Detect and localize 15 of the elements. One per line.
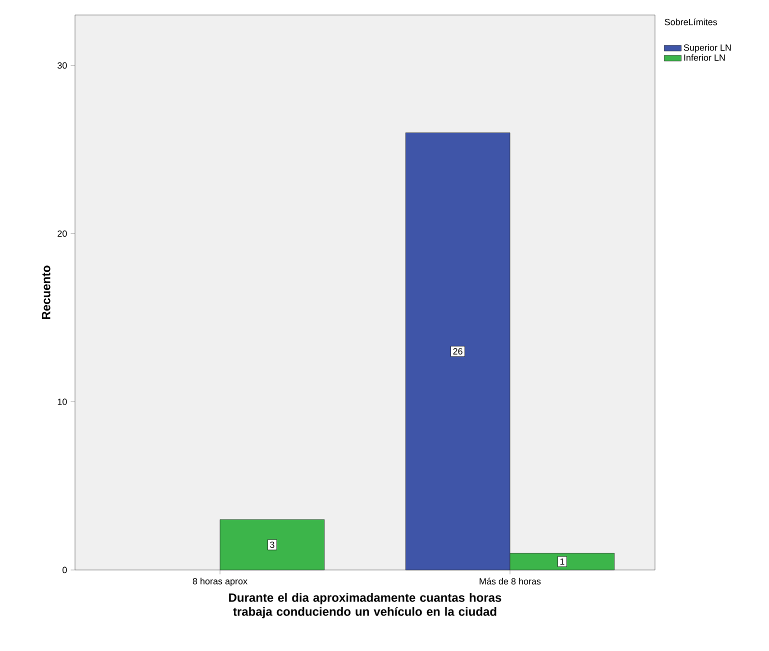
legend-label: Inferior LN bbox=[684, 54, 725, 61]
data-label: 3 bbox=[270, 542, 274, 548]
legend-label: Superior LN bbox=[684, 44, 731, 53]
x-axis-title: Durante el dia aproximadamente cuantas horas trabaja conduciendo un vehículo en la ciudad bbox=[229, 593, 502, 618]
y-tick-label: 20 bbox=[58, 230, 67, 237]
data-label: 1 bbox=[560, 558, 564, 565]
y-tick-label: 0 bbox=[62, 566, 67, 574]
x-tick-label: 8 horas aprox bbox=[192, 578, 248, 586]
y-tick-label: 30 bbox=[58, 62, 67, 69]
data-label: 26 bbox=[453, 348, 462, 355]
y-tick-label: 10 bbox=[58, 398, 67, 405]
bar bbox=[220, 519, 325, 570]
y-axis-title: Recuento bbox=[42, 266, 50, 320]
legend-title: SobreLímites bbox=[664, 18, 718, 26]
x-tick-label: Más de 8 horas bbox=[480, 578, 541, 585]
